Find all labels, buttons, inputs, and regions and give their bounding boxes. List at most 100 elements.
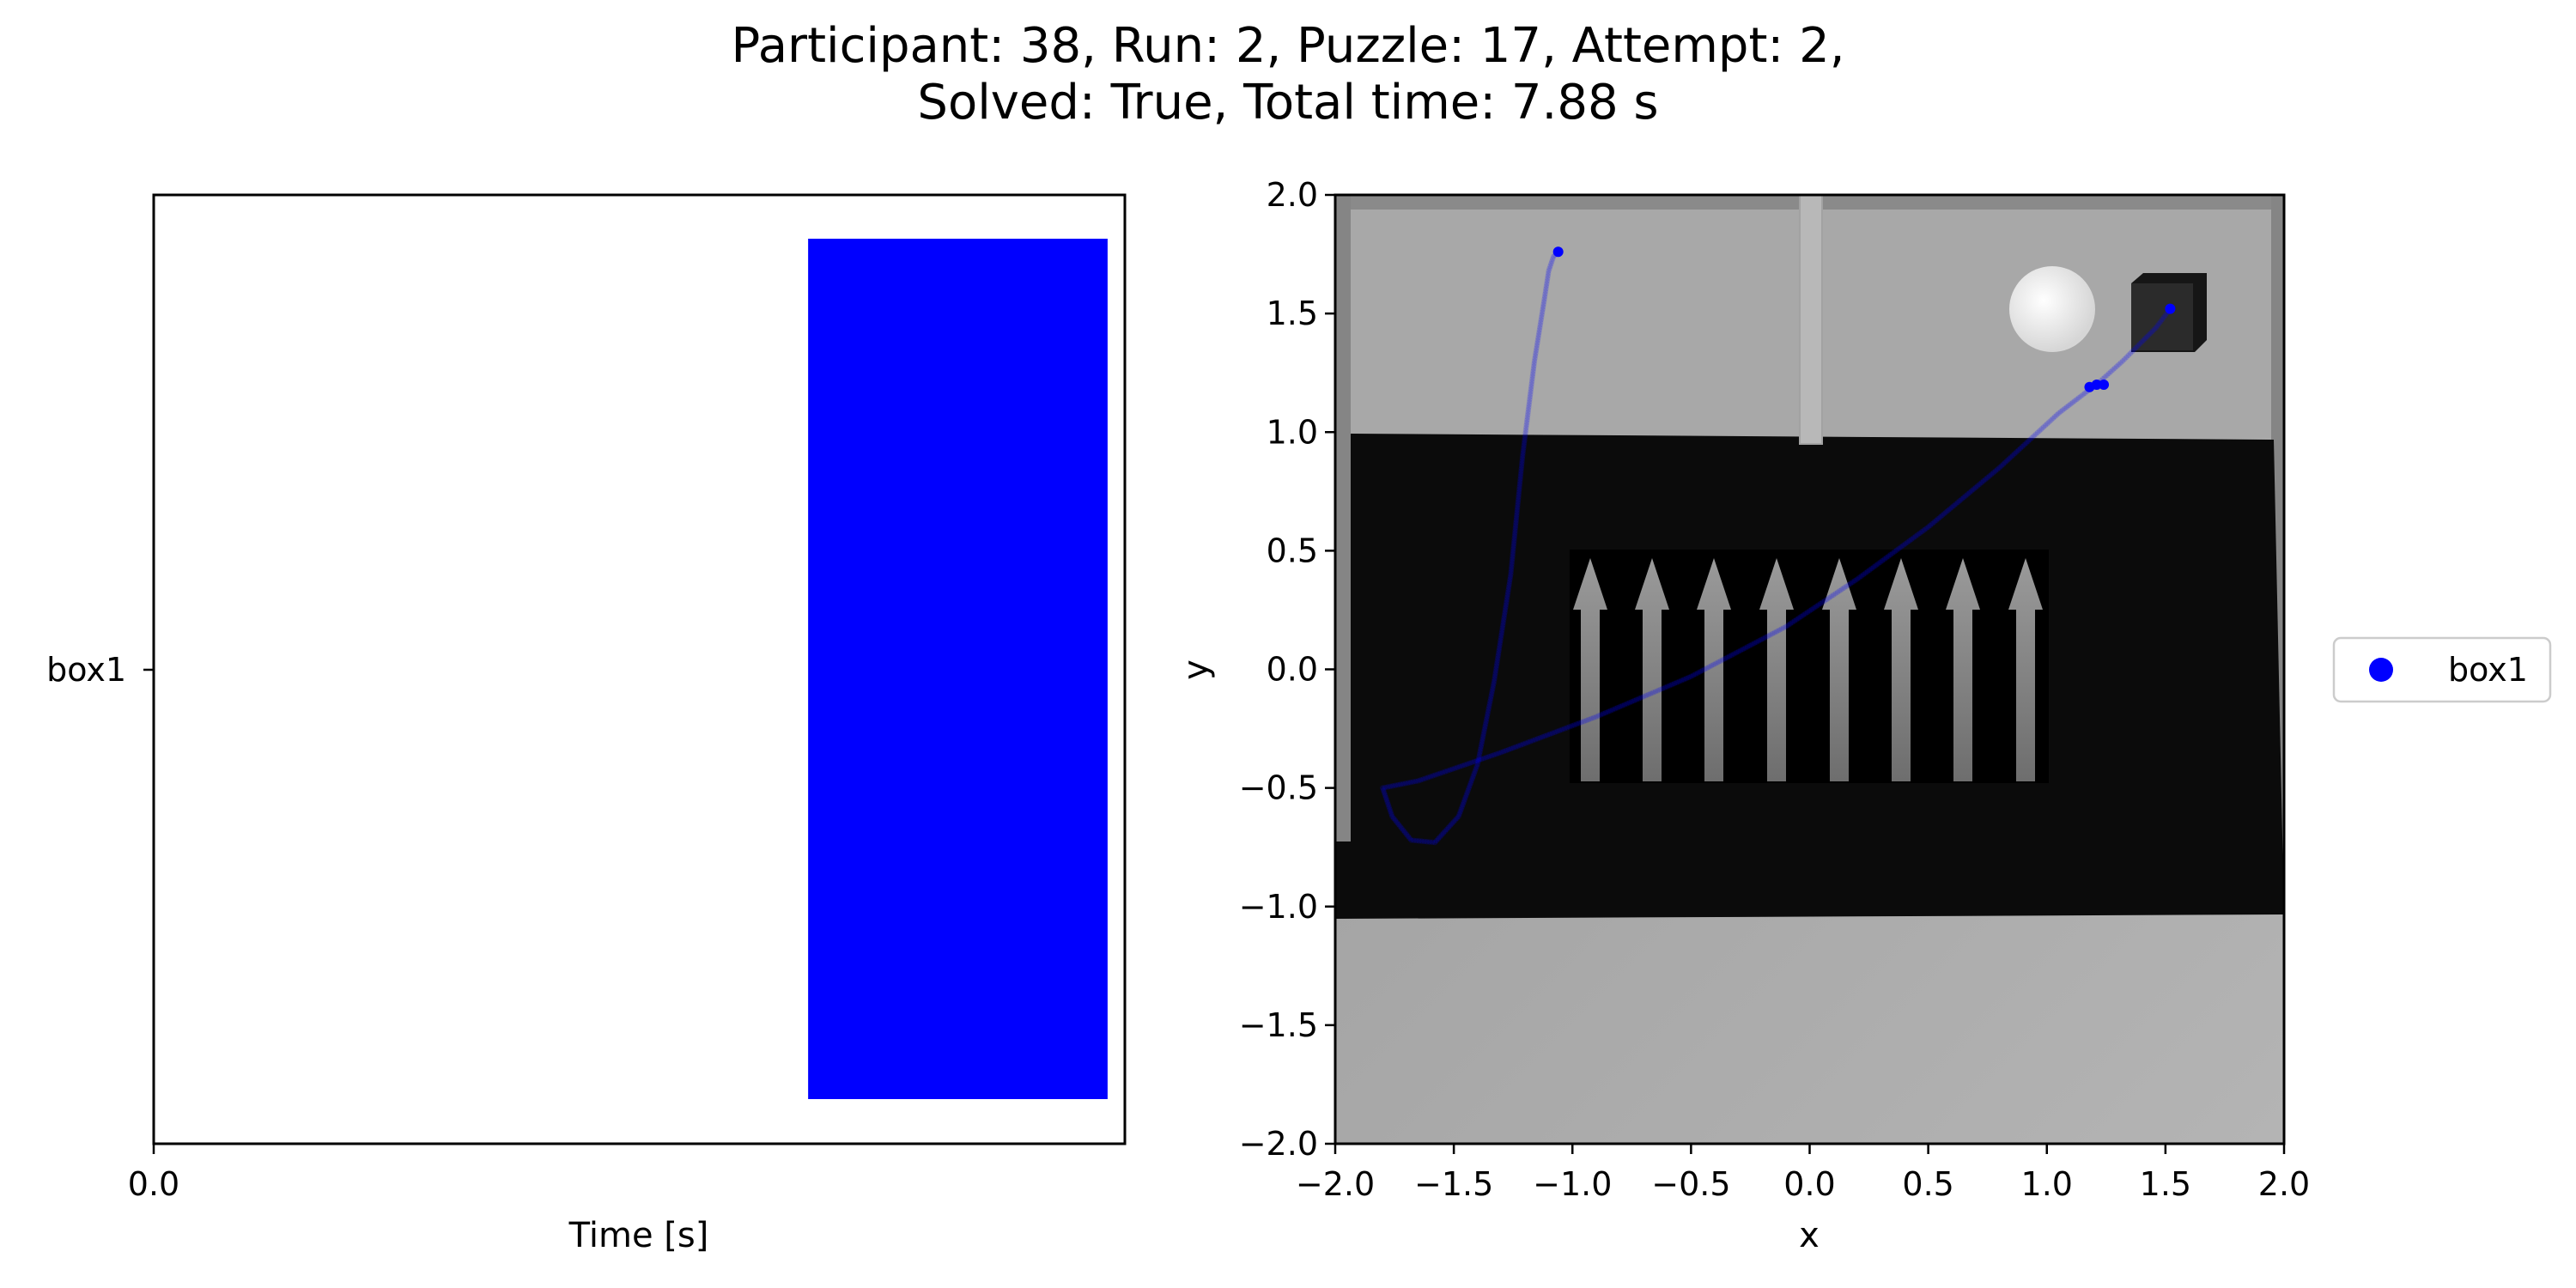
- trajectory-point: [1671, 680, 1678, 687]
- trajectory-point: [2042, 422, 2049, 428]
- timeline-xlabel: Time [s]: [568, 1216, 709, 1255]
- trajectory-point: [2116, 361, 2122, 368]
- trajectory-point: [1387, 783, 1394, 790]
- trajectory-point: [1595, 713, 1601, 719]
- trajectory-point: [1500, 617, 1507, 623]
- trajectory-point: [1518, 465, 1524, 472]
- trajectory-point: [1804, 609, 1811, 616]
- trajectory-point: [1820, 599, 1826, 605]
- trajectory-point: [1471, 770, 1477, 777]
- trajectory-point: [1795, 615, 1802, 621]
- trajectory-point: [1540, 301, 1546, 307]
- trajectory-point: [1413, 837, 1419, 844]
- trajectory-point: [1410, 779, 1416, 785]
- trajectory-point: [1459, 762, 1466, 769]
- trajectory-point: [1449, 821, 1455, 827]
- trajectory-point: [1690, 672, 1697, 678]
- trajectory-point: [1519, 460, 1525, 467]
- trajectory-point: [1527, 393, 1534, 400]
- trajectory-point: [2040, 424, 2046, 430]
- trajectory-point: [1493, 750, 1499, 757]
- scene-white-disc: [2009, 266, 2095, 352]
- y-tick-label: −2.0: [1239, 1125, 1318, 1163]
- trajectory-point: [1532, 355, 1538, 361]
- trajectory-point: [1543, 283, 1550, 289]
- trajectory-point: [1517, 473, 1524, 480]
- trajectory-point: [1491, 751, 1498, 758]
- trajectory-point: [2069, 399, 2076, 405]
- trajectory-point: [1858, 573, 1864, 580]
- trajectory-point: [1425, 775, 1431, 781]
- trajectory-point: [1960, 495, 1967, 501]
- trajectory-point: [1484, 754, 1490, 761]
- trajectory-point: [2080, 392, 2086, 398]
- trajectory-point: [2048, 417, 2054, 423]
- trajectory-point: [1510, 550, 1516, 557]
- trajectory-point: [1499, 627, 1505, 634]
- trajectory-point: [2006, 456, 2012, 462]
- trajectory-point: [1680, 677, 1687, 683]
- trajectory-point: [1980, 477, 1987, 484]
- trajectory-point: [1540, 304, 1546, 310]
- trajectory-point: [1735, 648, 1741, 654]
- trajectory-point: [1515, 504, 1521, 511]
- trajectory-point: [1394, 781, 1401, 788]
- timeline-bars: [808, 239, 1108, 1099]
- trajectory-point: [1476, 754, 1482, 760]
- trajectory-point: [1507, 574, 1514, 580]
- trajectory-point: [2038, 426, 2044, 432]
- trajectory-point: [1925, 524, 1931, 530]
- trajectory-point: [1908, 536, 1915, 543]
- y-tick-label: 0.0: [1267, 651, 1318, 689]
- trajectory-point: [2023, 440, 2029, 447]
- trajectory-point: [1959, 495, 1965, 502]
- trajectory-point: [1416, 838, 1422, 844]
- trajectory-point: [1525, 739, 1531, 745]
- trajectory-point: [1508, 745, 1514, 752]
- trajectory-point: [1520, 453, 1526, 459]
- trajectory-point: [1590, 714, 1597, 721]
- figure-title-line-1: Participant: 38, Run: 2, Puzzle: 17, Att…: [731, 18, 1845, 74]
- trajectory-point: [1479, 756, 1485, 762]
- trajectory-point: [1498, 637, 1504, 644]
- trajectory-point: [1466, 785, 1472, 791]
- trajectory-point: [1427, 774, 1434, 780]
- trajectory-point: [1483, 718, 1489, 725]
- trajectory-point: [1722, 655, 1728, 662]
- trajectory-point: [1500, 620, 1506, 626]
- trajectory-point: [1533, 350, 1539, 356]
- trajectory-point: [1674, 679, 1680, 686]
- trajectory-point: [1543, 286, 1549, 292]
- trajectory-point: [1517, 478, 1523, 485]
- trajectory-point: [2004, 458, 2010, 464]
- trajectory-point: [1475, 758, 1481, 765]
- trajectory-point: [1574, 721, 1580, 727]
- trajectory-point: [1939, 513, 1945, 519]
- trajectory-point: [1484, 716, 1490, 722]
- trajectory-point: [2159, 316, 2166, 323]
- trajectory-point: [1509, 563, 1515, 570]
- trajectory-point: [1501, 615, 1507, 621]
- trajectory-point: [1465, 787, 1471, 793]
- trajectory-point: [1487, 698, 1493, 704]
- trajectory-xlabel: x: [1799, 1216, 1820, 1255]
- trajectory-point: [1516, 491, 1522, 498]
- trajectory-point: [1753, 639, 1759, 645]
- trajectory-point: [2044, 421, 2050, 427]
- trajectory-point: [1493, 665, 1499, 671]
- trajectory-point: [1550, 256, 1556, 262]
- trajectory-point: [1824, 596, 1830, 603]
- trajectory-point: [1479, 736, 1485, 742]
- trajectory-point: [1535, 335, 1541, 341]
- trajectory-point: [1767, 632, 1773, 638]
- trajectory-point: [1388, 809, 1394, 815]
- trajectory-point: [2051, 414, 2058, 420]
- trajectory-point: [1534, 337, 1541, 343]
- trajectory-point: [2032, 431, 2039, 437]
- trajectory-point: [1488, 752, 1495, 759]
- trajectory-point: [1664, 683, 1670, 690]
- trajectory-point: [1971, 486, 1977, 492]
- trajectory-point: [1867, 567, 1873, 573]
- trajectory-point: [1832, 591, 1838, 597]
- trajectory-point: [2002, 459, 2008, 465]
